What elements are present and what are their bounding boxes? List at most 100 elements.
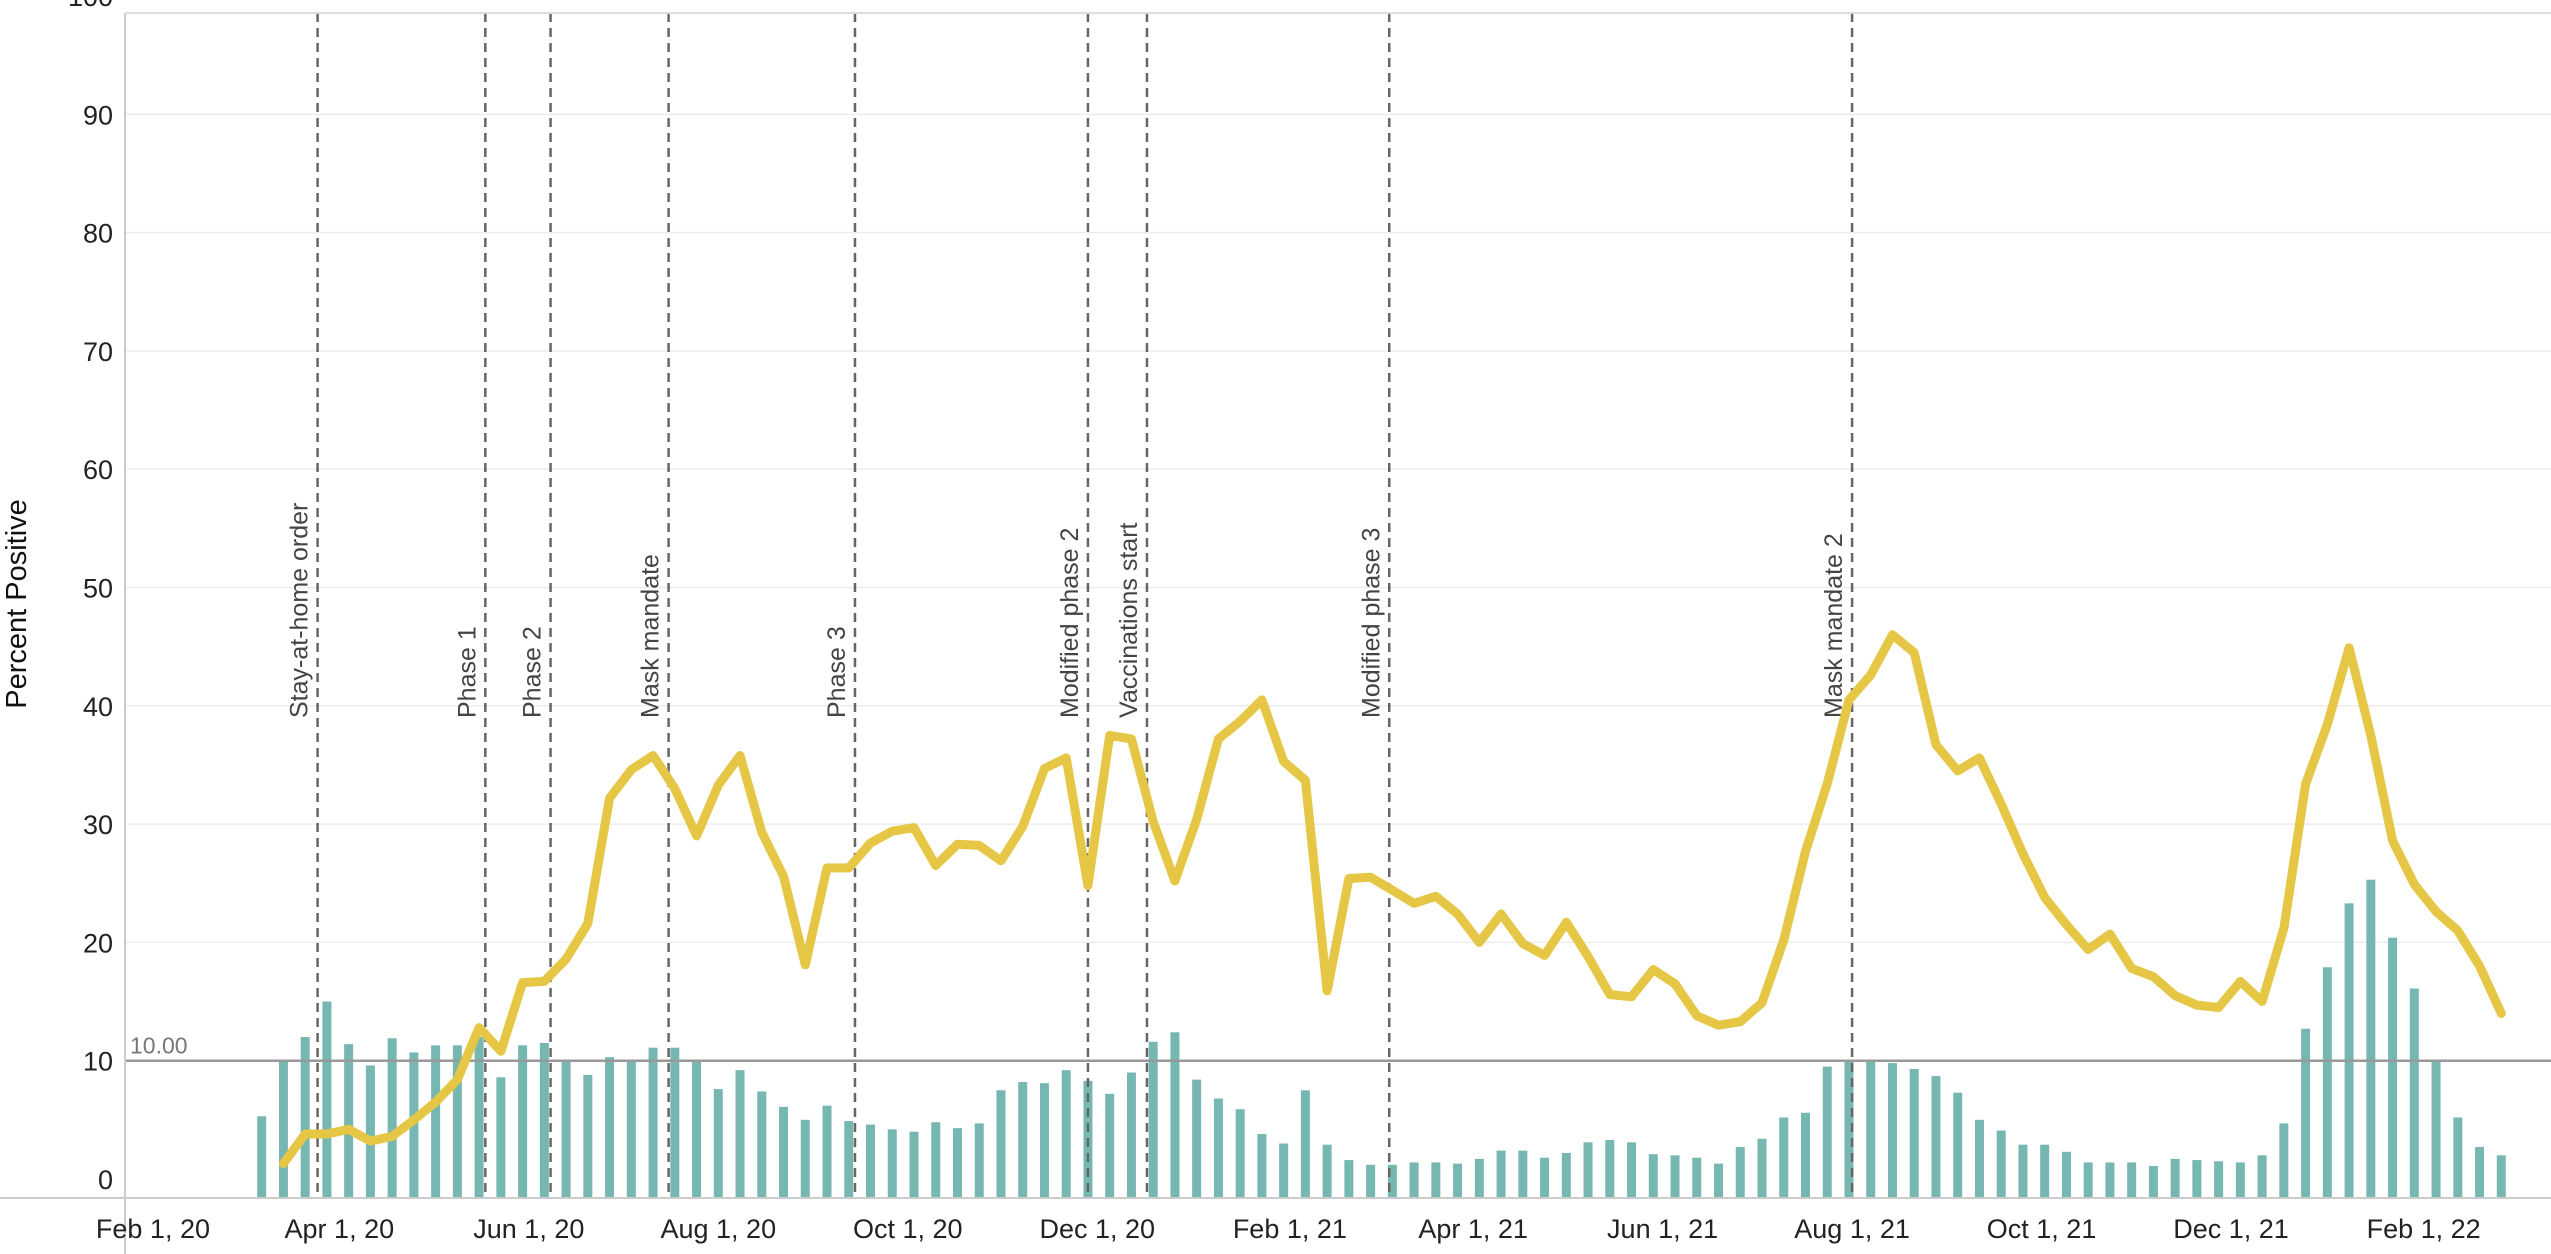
bar xyxy=(1714,1163,1724,1198)
bar xyxy=(2040,1144,2050,1198)
bar xyxy=(1605,1139,1615,1198)
bar xyxy=(2322,967,2332,1198)
bar xyxy=(648,1047,658,1198)
bar xyxy=(2301,1028,2311,1198)
bar xyxy=(1018,1081,1028,1198)
x-tick-label: Feb 1, 22 xyxy=(2367,1214,2481,1244)
bar xyxy=(1648,1154,1658,1198)
annotation-label: Phase 2 xyxy=(519,626,547,718)
bar xyxy=(1322,1144,1332,1198)
x-tick-label: Dec 1, 20 xyxy=(1039,1214,1155,1244)
bar xyxy=(344,1044,354,1198)
bar xyxy=(1540,1157,1550,1198)
x-tick-label: Apr 1, 20 xyxy=(285,1214,395,1244)
bar xyxy=(2235,1162,2245,1198)
reference-line-group: 10.00 xyxy=(125,1033,2551,1062)
bar xyxy=(322,1001,332,1198)
y-tick-label: 20 xyxy=(83,928,113,958)
bar xyxy=(974,1123,984,1198)
bar xyxy=(1931,1076,1941,1198)
axes xyxy=(0,12,2551,1254)
x-tick-label: Dec 1, 21 xyxy=(2173,1214,2289,1244)
bar xyxy=(779,1106,789,1198)
bar xyxy=(2366,879,2376,1198)
bar xyxy=(278,1060,288,1198)
y-tick-label: 80 xyxy=(83,219,113,249)
annotation-lines: Stay-at-home order Phase 1 Phase 2 Mask man… xyxy=(286,13,1854,1198)
bar xyxy=(387,1038,397,1198)
bar xyxy=(1366,1164,1376,1198)
bar xyxy=(1822,1066,1832,1198)
bar xyxy=(2496,1155,2506,1198)
bar xyxy=(2344,903,2354,1198)
x-tick-label: Feb 1, 21 xyxy=(1233,1214,1347,1244)
bar xyxy=(431,1045,441,1198)
y-tick-label: 50 xyxy=(83,574,113,604)
line-series xyxy=(278,630,2506,1169)
bar xyxy=(257,1116,267,1198)
bar xyxy=(1279,1143,1289,1198)
bar xyxy=(909,1131,919,1198)
bar xyxy=(1126,1072,1136,1198)
y-tick-label: 100 xyxy=(68,0,113,12)
bar xyxy=(2061,1151,2071,1198)
x-tick-label: Jun 1, 20 xyxy=(473,1214,584,1244)
bar xyxy=(1757,1138,1767,1198)
x-tick-labels: Feb 1, 20 Apr 1, 20 Jun 1, 20 Aug 1, 20 Oct … xyxy=(96,1214,2481,1244)
bar xyxy=(1670,1155,1680,1198)
bar xyxy=(800,1119,810,1198)
bar xyxy=(1953,1092,1963,1198)
bar xyxy=(2453,1117,2463,1198)
y-tick-labels: 0 10 20 30 40 50 60 70 80 90 100 xyxy=(68,0,113,1195)
annotation-label: Mask mandate xyxy=(637,554,665,718)
bar xyxy=(1844,1060,1854,1198)
bar xyxy=(713,1089,723,1198)
x-tick-label: Apr 1, 21 xyxy=(1418,1214,1528,1244)
bar xyxy=(1561,1152,1571,1198)
bar xyxy=(2431,1060,2441,1198)
bar xyxy=(1257,1134,1267,1198)
bar xyxy=(996,1090,1006,1198)
annotation-label: Modified phase 3 xyxy=(1357,528,1385,718)
bar xyxy=(1235,1109,1245,1198)
bar xyxy=(1583,1142,1593,1198)
y-tick-label: 70 xyxy=(83,337,113,367)
bar xyxy=(1409,1162,1419,1198)
bar xyxy=(300,1037,310,1198)
bar xyxy=(757,1091,767,1198)
y-tick-label: 90 xyxy=(83,100,113,130)
bar xyxy=(2170,1158,2180,1198)
bar xyxy=(2192,1160,2202,1198)
bar xyxy=(2148,1165,2158,1198)
bar-series xyxy=(257,879,2506,1198)
x-tick-label: Jun 1, 21 xyxy=(1607,1214,1718,1244)
bar xyxy=(1887,1063,1897,1198)
bar xyxy=(496,1077,506,1198)
bar xyxy=(1518,1150,1528,1198)
annotation-label: Vaccinations start xyxy=(1115,522,1143,718)
annotation-label: Modified phase 2 xyxy=(1056,528,1084,718)
bar xyxy=(2475,1147,2485,1198)
bar xyxy=(1213,1098,1223,1198)
x-tick-label: Aug 1, 20 xyxy=(661,1214,777,1244)
bar xyxy=(1148,1041,1158,1198)
bar xyxy=(1996,1130,2006,1198)
bar xyxy=(1974,1119,1984,1198)
bar xyxy=(822,1105,832,1198)
bar xyxy=(844,1121,854,1198)
bar xyxy=(692,1059,702,1198)
bar xyxy=(1105,1093,1115,1198)
bar xyxy=(2214,1161,2224,1198)
bar xyxy=(1061,1070,1071,1198)
y-tick-label: 40 xyxy=(83,692,113,722)
y-axis-label: Percent Positive xyxy=(1,499,33,709)
bar xyxy=(1735,1147,1745,1198)
x-tick-label: Oct 1, 21 xyxy=(1987,1214,2097,1244)
bar xyxy=(1496,1150,1506,1198)
percent-positive-line xyxy=(278,630,2506,1169)
bar xyxy=(2127,1162,2137,1198)
y-tick-label: 10 xyxy=(83,1047,113,1077)
bar xyxy=(518,1045,528,1198)
bar xyxy=(1039,1083,1049,1198)
annotation-label: Phase 1 xyxy=(453,626,481,718)
